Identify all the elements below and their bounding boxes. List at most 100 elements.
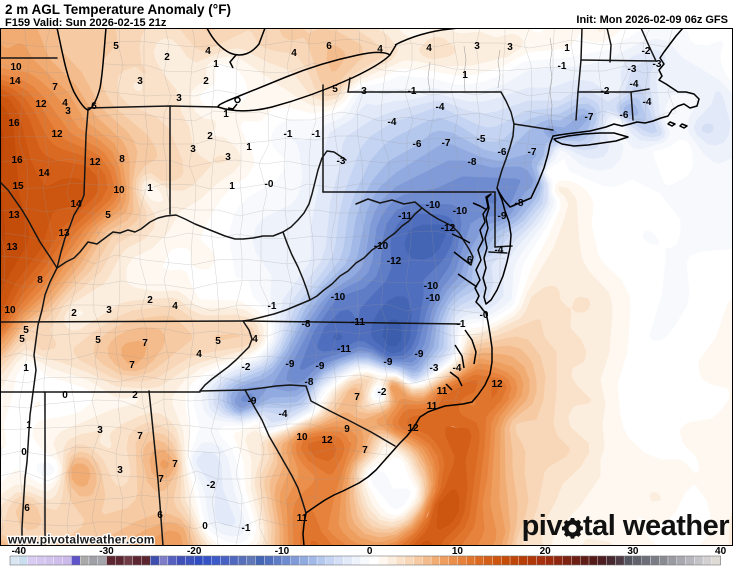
svg-text:3: 3 bbox=[507, 42, 513, 53]
svg-text:15: 15 bbox=[12, 181, 24, 192]
svg-text:-1: -1 bbox=[284, 129, 293, 140]
svg-text:12: 12 bbox=[407, 423, 419, 434]
svg-text:0: 0 bbox=[21, 447, 27, 458]
svg-text:-7: -7 bbox=[442, 138, 451, 149]
svg-text:-6: -6 bbox=[620, 110, 629, 121]
svg-text:-2: -2 bbox=[601, 86, 610, 97]
svg-text:4: 4 bbox=[205, 46, 211, 57]
svg-text:11: 11 bbox=[297, 513, 308, 524]
svg-text:-4: -4 bbox=[436, 102, 445, 113]
svg-text:12: 12 bbox=[491, 379, 503, 390]
svg-text:12: 12 bbox=[89, 157, 101, 168]
svg-text:-12: -12 bbox=[387, 256, 402, 267]
svg-text:10: 10 bbox=[113, 185, 125, 196]
svg-text:-8: -8 bbox=[515, 198, 524, 209]
svg-text:14: 14 bbox=[38, 168, 50, 179]
svg-text:3: 3 bbox=[190, 144, 196, 155]
svg-text:-3: -3 bbox=[653, 59, 662, 70]
svg-text:3: 3 bbox=[137, 76, 143, 87]
svg-text:5: 5 bbox=[95, 335, 101, 346]
svg-text:11: 11 bbox=[427, 401, 438, 412]
svg-text:3: 3 bbox=[474, 41, 480, 52]
svg-text:3: 3 bbox=[106, 305, 112, 316]
svg-text:4: 4 bbox=[377, 44, 383, 55]
svg-text:-7: -7 bbox=[528, 147, 537, 158]
svg-text:-1: -1 bbox=[312, 129, 321, 140]
svg-text:2: 2 bbox=[203, 76, 209, 87]
svg-text:7: 7 bbox=[362, 445, 368, 456]
svg-text:-10: -10 bbox=[453, 206, 468, 217]
svg-text:5: 5 bbox=[113, 41, 119, 52]
svg-text:3: 3 bbox=[117, 465, 123, 476]
svg-text:0: 0 bbox=[202, 521, 208, 532]
svg-text:3: 3 bbox=[65, 106, 71, 117]
svg-text:-0: -0 bbox=[480, 310, 489, 321]
svg-text:1: 1 bbox=[147, 183, 153, 194]
svg-text:8: 8 bbox=[37, 275, 43, 286]
svg-text:-4: -4 bbox=[388, 117, 397, 128]
svg-text:www.pivotalweather.com: www.pivotalweather.com bbox=[7, 533, 155, 547]
svg-text:12: 12 bbox=[35, 99, 47, 110]
svg-text:6: 6 bbox=[157, 510, 163, 521]
svg-text:-9: -9 bbox=[415, 349, 424, 360]
svg-text:-9: -9 bbox=[248, 396, 257, 407]
svg-text:7: 7 bbox=[142, 338, 148, 349]
svg-text:2: 2 bbox=[147, 295, 153, 306]
svg-text:-2: -2 bbox=[378, 387, 387, 398]
svg-text:-1: -1 bbox=[268, 301, 277, 312]
svg-text:-8: -8 bbox=[468, 157, 477, 168]
svg-text:10: 10 bbox=[10, 62, 22, 73]
svg-text:3: 3 bbox=[225, 152, 231, 163]
svg-text:4: 4 bbox=[62, 98, 68, 109]
svg-text:16: 16 bbox=[11, 155, 23, 166]
svg-text:-9: -9 bbox=[498, 211, 507, 222]
svg-text:-6: -6 bbox=[498, 147, 507, 158]
svg-text:3: 3 bbox=[176, 93, 182, 104]
svg-text:11: 11 bbox=[437, 386, 448, 397]
svg-text:8: 8 bbox=[119, 154, 125, 165]
svg-text:1: 1 bbox=[246, 142, 252, 153]
svg-text:-11: -11 bbox=[337, 344, 351, 355]
svg-text:1: 1 bbox=[223, 109, 229, 120]
svg-text:-3: -3 bbox=[430, 363, 439, 374]
svg-text:-4: -4 bbox=[279, 409, 288, 420]
svg-text:-3: -3 bbox=[337, 156, 346, 167]
svg-text:5: 5 bbox=[215, 336, 221, 347]
svg-text:14: 14 bbox=[9, 76, 21, 87]
svg-text:-10: -10 bbox=[331, 292, 346, 303]
svg-text:-2: -2 bbox=[242, 362, 251, 373]
svg-text:-9: -9 bbox=[316, 361, 325, 372]
svg-text:4: 4 bbox=[172, 301, 178, 312]
svg-text:-0: -0 bbox=[265, 179, 274, 190]
svg-text:6: 6 bbox=[326, 41, 332, 52]
svg-text:7: 7 bbox=[354, 392, 360, 403]
svg-text:10: 10 bbox=[296, 432, 308, 443]
svg-text:7: 7 bbox=[129, 360, 135, 371]
svg-text:13: 13 bbox=[58, 228, 70, 239]
svg-text:1: 1 bbox=[229, 181, 235, 192]
svg-text:-1: -1 bbox=[408, 86, 417, 97]
svg-text:6: 6 bbox=[91, 101, 97, 112]
svg-text:3: 3 bbox=[97, 425, 103, 436]
svg-text:-8: -8 bbox=[305, 377, 314, 388]
svg-text:-9: -9 bbox=[286, 359, 295, 370]
svg-text:13: 13 bbox=[8, 210, 20, 221]
svg-text:2: 2 bbox=[164, 52, 170, 63]
svg-text:-10: -10 bbox=[426, 293, 441, 304]
svg-text:13: 13 bbox=[6, 242, 18, 253]
svg-text:9: 9 bbox=[344, 424, 350, 435]
svg-text:7: 7 bbox=[137, 431, 143, 442]
svg-text:-4: -4 bbox=[630, 79, 639, 90]
svg-text:-10: -10 bbox=[374, 241, 389, 252]
svg-text:-9: -9 bbox=[384, 357, 393, 368]
svg-text:6: 6 bbox=[24, 503, 30, 514]
svg-text:1: 1 bbox=[26, 420, 32, 431]
svg-text:5: 5 bbox=[23, 325, 29, 336]
svg-text:-2: -2 bbox=[207, 480, 216, 491]
svg-text:-6: -6 bbox=[413, 139, 422, 150]
svg-text:5: 5 bbox=[332, 84, 338, 95]
svg-text:-6: -6 bbox=[464, 255, 473, 266]
svg-text:2: 2 bbox=[207, 131, 213, 142]
svg-text:2: 2 bbox=[132, 390, 138, 401]
svg-text:-11: -11 bbox=[351, 317, 365, 328]
